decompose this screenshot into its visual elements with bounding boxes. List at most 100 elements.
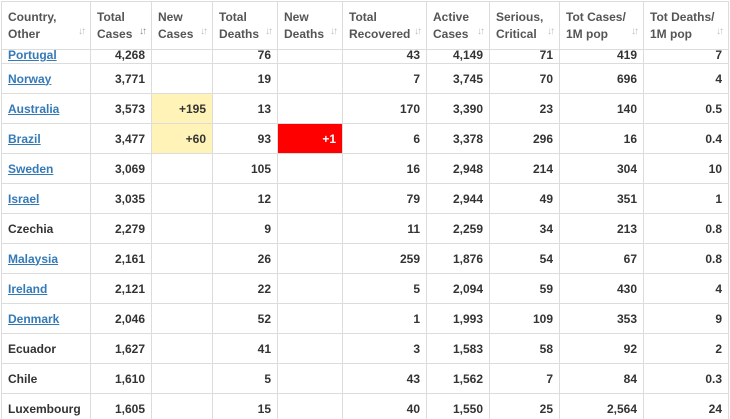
column-header-new-cases[interactable]: New Cases ↓↑ [151,1,213,50]
deaths-per-1m-cell: 9 [643,303,729,334]
country-link[interactable]: Malaysia [8,251,59,266]
country-cell: Luxembourg [1,393,91,419]
sort-arrows-icon[interactable]: ↓↑ [78,26,86,37]
column-header-label: New Cases [158,9,194,41]
sort-arrows-icon[interactable]: ↓↑ [631,26,639,37]
total-deaths-cell: 76 [212,49,278,64]
total-recovered-cell: 3 [342,333,427,364]
country-cell[interactable]: Sweden [1,153,91,184]
total-recovered-cell: 1 [342,303,427,334]
new-deaths-cell [277,213,343,244]
total-cases-cell: 3,035 [90,183,152,214]
new-cases-cell [151,153,213,184]
cases-per-1m-cell: 430 [559,273,644,304]
column-header-total-cases[interactable]: Total Cases ↓↑ [90,1,152,50]
sort-arrows-icon[interactable]: ↓↑ [139,26,147,37]
new-deaths-cell [277,393,343,419]
table-row: Ireland 2,121 22 5 2,094 59 430 4 [1,273,729,304]
serious-critical-cell: 54 [489,243,560,274]
sort-arrows-icon[interactable]: ↓↑ [414,26,422,37]
total-recovered-cell: 79 [342,183,427,214]
total-deaths-cell: 105 [212,153,278,184]
country-cell[interactable]: Denmark [1,303,91,334]
serious-critical-cell: 49 [489,183,560,214]
active-cases-cell: 3,390 [426,93,490,124]
deaths-per-1m-cell: 4 [643,63,729,94]
column-header-tot-deaths-per-1m[interactable]: Tot Deaths/ 1M pop ↓↑ [643,1,729,50]
new-cases-cell [151,63,213,94]
country-name: Czechia [8,221,54,236]
sort-arrows-icon[interactable]: ↓↑ [330,26,338,37]
deaths-per-1m-cell: 0.3 [643,363,729,394]
total-deaths-cell: 9 [212,213,278,244]
column-header-tot-cases-per-1m[interactable]: Tot Cases/ 1M pop ↓↑ [559,1,644,50]
country-link[interactable]: Israel [8,191,40,206]
country-cell[interactable]: Australia [1,93,91,124]
column-header-total-deaths[interactable]: Total Deaths ↓↑ [212,1,278,50]
country-cell: Ecuador [1,333,91,364]
column-header-label: Total Cases [97,9,133,41]
new-deaths-cell: +1 [277,123,343,154]
country-cell[interactable]: Ireland [1,273,91,304]
column-header-label: Total Deaths [219,9,260,41]
sort-arrows-icon[interactable]: ↓↑ [200,26,208,37]
total-deaths-cell: 12 [212,183,278,214]
deaths-per-1m-cell: 10 [643,153,729,184]
total-deaths-cell: 19 [212,63,278,94]
country-cell[interactable]: Norway [1,63,91,94]
country-link[interactable]: Denmark [8,311,60,326]
table-row: Australia 3,573 +195 13 170 3,390 23 140 0.5 [1,93,729,124]
column-header-new-deaths[interactable]: New Deaths ↓↑ [277,1,343,50]
column-header-active-cases[interactable]: Active Cases ↓↑ [426,1,490,50]
country-link[interactable]: Brazil [8,131,41,146]
total-recovered-cell: 43 [342,49,427,64]
country-name: Ecuador [8,341,57,356]
sort-arrows-icon[interactable]: ↓↑ [477,26,485,37]
country-cell[interactable]: Brazil [1,123,91,154]
country-link[interactable]: Australia [8,101,60,116]
total-cases-cell: 3,771 [90,63,152,94]
total-deaths-cell: 26 [212,243,278,274]
deaths-per-1m-cell: 24 [643,393,729,419]
serious-critical-cell: 34 [489,213,560,244]
country-link[interactable]: Ireland [8,281,48,296]
cases-per-1m-cell: 92 [559,333,644,364]
new-cases-cell [151,393,213,419]
new-cases-cell [151,243,213,274]
table-row: Czechia 2,279 9 11 2,259 34 213 0.8 [1,213,729,244]
country-cell[interactable]: Portugal [1,48,91,64]
active-cases-cell: 4,149 [426,49,490,64]
country-link[interactable]: Portugal [8,48,57,62]
active-cases-cell: 1,562 [426,363,490,394]
column-header-label: Serious, Critical [496,9,544,41]
serious-critical-cell: 70 [489,63,560,94]
new-deaths-cell [277,49,343,64]
country-name: Chile [8,371,38,386]
sort-arrows-icon[interactable]: ↓↑ [265,26,273,37]
table-row: Chile 1,610 5 43 1,562 7 84 0.3 [1,363,729,394]
total-cases-cell: 2,121 [90,273,152,304]
new-deaths-cell [277,93,343,124]
country-link[interactable]: Norway [8,71,52,86]
country-link[interactable]: Sweden [8,161,54,176]
new-deaths-cell [277,243,343,274]
total-recovered-cell: 7 [342,63,427,94]
column-header-label: Tot Deaths/ 1M pop [650,9,715,41]
column-header-total-recovered[interactable]: Total Recovered ↓↑ [342,1,427,50]
total-cases-cell: 2,046 [90,303,152,334]
column-header-serious-critical[interactable]: Serious, Critical ↓↑ [489,1,560,50]
serious-critical-cell: 59 [489,273,560,304]
total-cases-cell: 2,279 [90,213,152,244]
new-deaths-cell [277,63,343,94]
new-cases-cell: +60 [151,123,213,154]
total-cases-cell: 1,605 [90,393,152,419]
sort-arrows-icon[interactable]: ↓↑ [716,26,724,37]
new-cases-cell: +195 [151,93,213,124]
sort-arrows-icon[interactable]: ↓↑ [547,26,555,37]
deaths-per-1m-cell: 0.8 [643,243,729,274]
column-header-country[interactable]: Country, Other ↓↑ [1,1,91,50]
country-cell[interactable]: Israel [1,183,91,214]
country-cell[interactable]: Malaysia [1,243,91,274]
cases-per-1m-cell: 304 [559,153,644,184]
